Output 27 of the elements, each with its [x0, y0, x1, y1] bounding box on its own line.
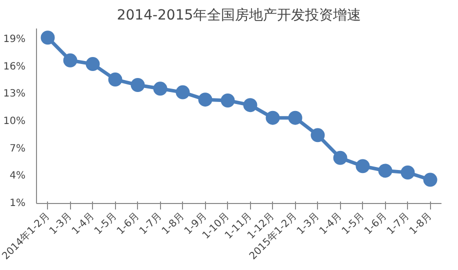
y-tick-label: 1%	[10, 198, 26, 209]
point	[86, 57, 100, 72]
point	[400, 166, 415, 180]
point	[243, 98, 258, 112]
point	[378, 164, 392, 178]
y-tick-label: 10%	[3, 116, 26, 127]
point	[356, 159, 370, 174]
point	[40, 30, 55, 45]
point	[288, 110, 302, 125]
y-tick-label: 4%	[10, 170, 26, 182]
point	[108, 72, 122, 87]
point	[220, 94, 235, 108]
point	[423, 172, 438, 187]
y-tick-label: 13%	[3, 88, 26, 100]
point	[130, 78, 145, 92]
y-tick-label: 16%	[3, 61, 26, 72]
point	[310, 128, 325, 142]
point	[176, 85, 190, 100]
point	[198, 92, 212, 107]
y-tick-label: 19%	[3, 34, 26, 45]
y-tick-label: 7%	[10, 143, 26, 154]
point	[333, 150, 348, 165]
x-tick-label: 1-8月	[408, 210, 434, 238]
chart-title: 2014-2015年全国房地产开发投资增速	[116, 8, 362, 24]
point	[153, 82, 168, 96]
point	[266, 110, 280, 125]
point	[63, 53, 78, 68]
